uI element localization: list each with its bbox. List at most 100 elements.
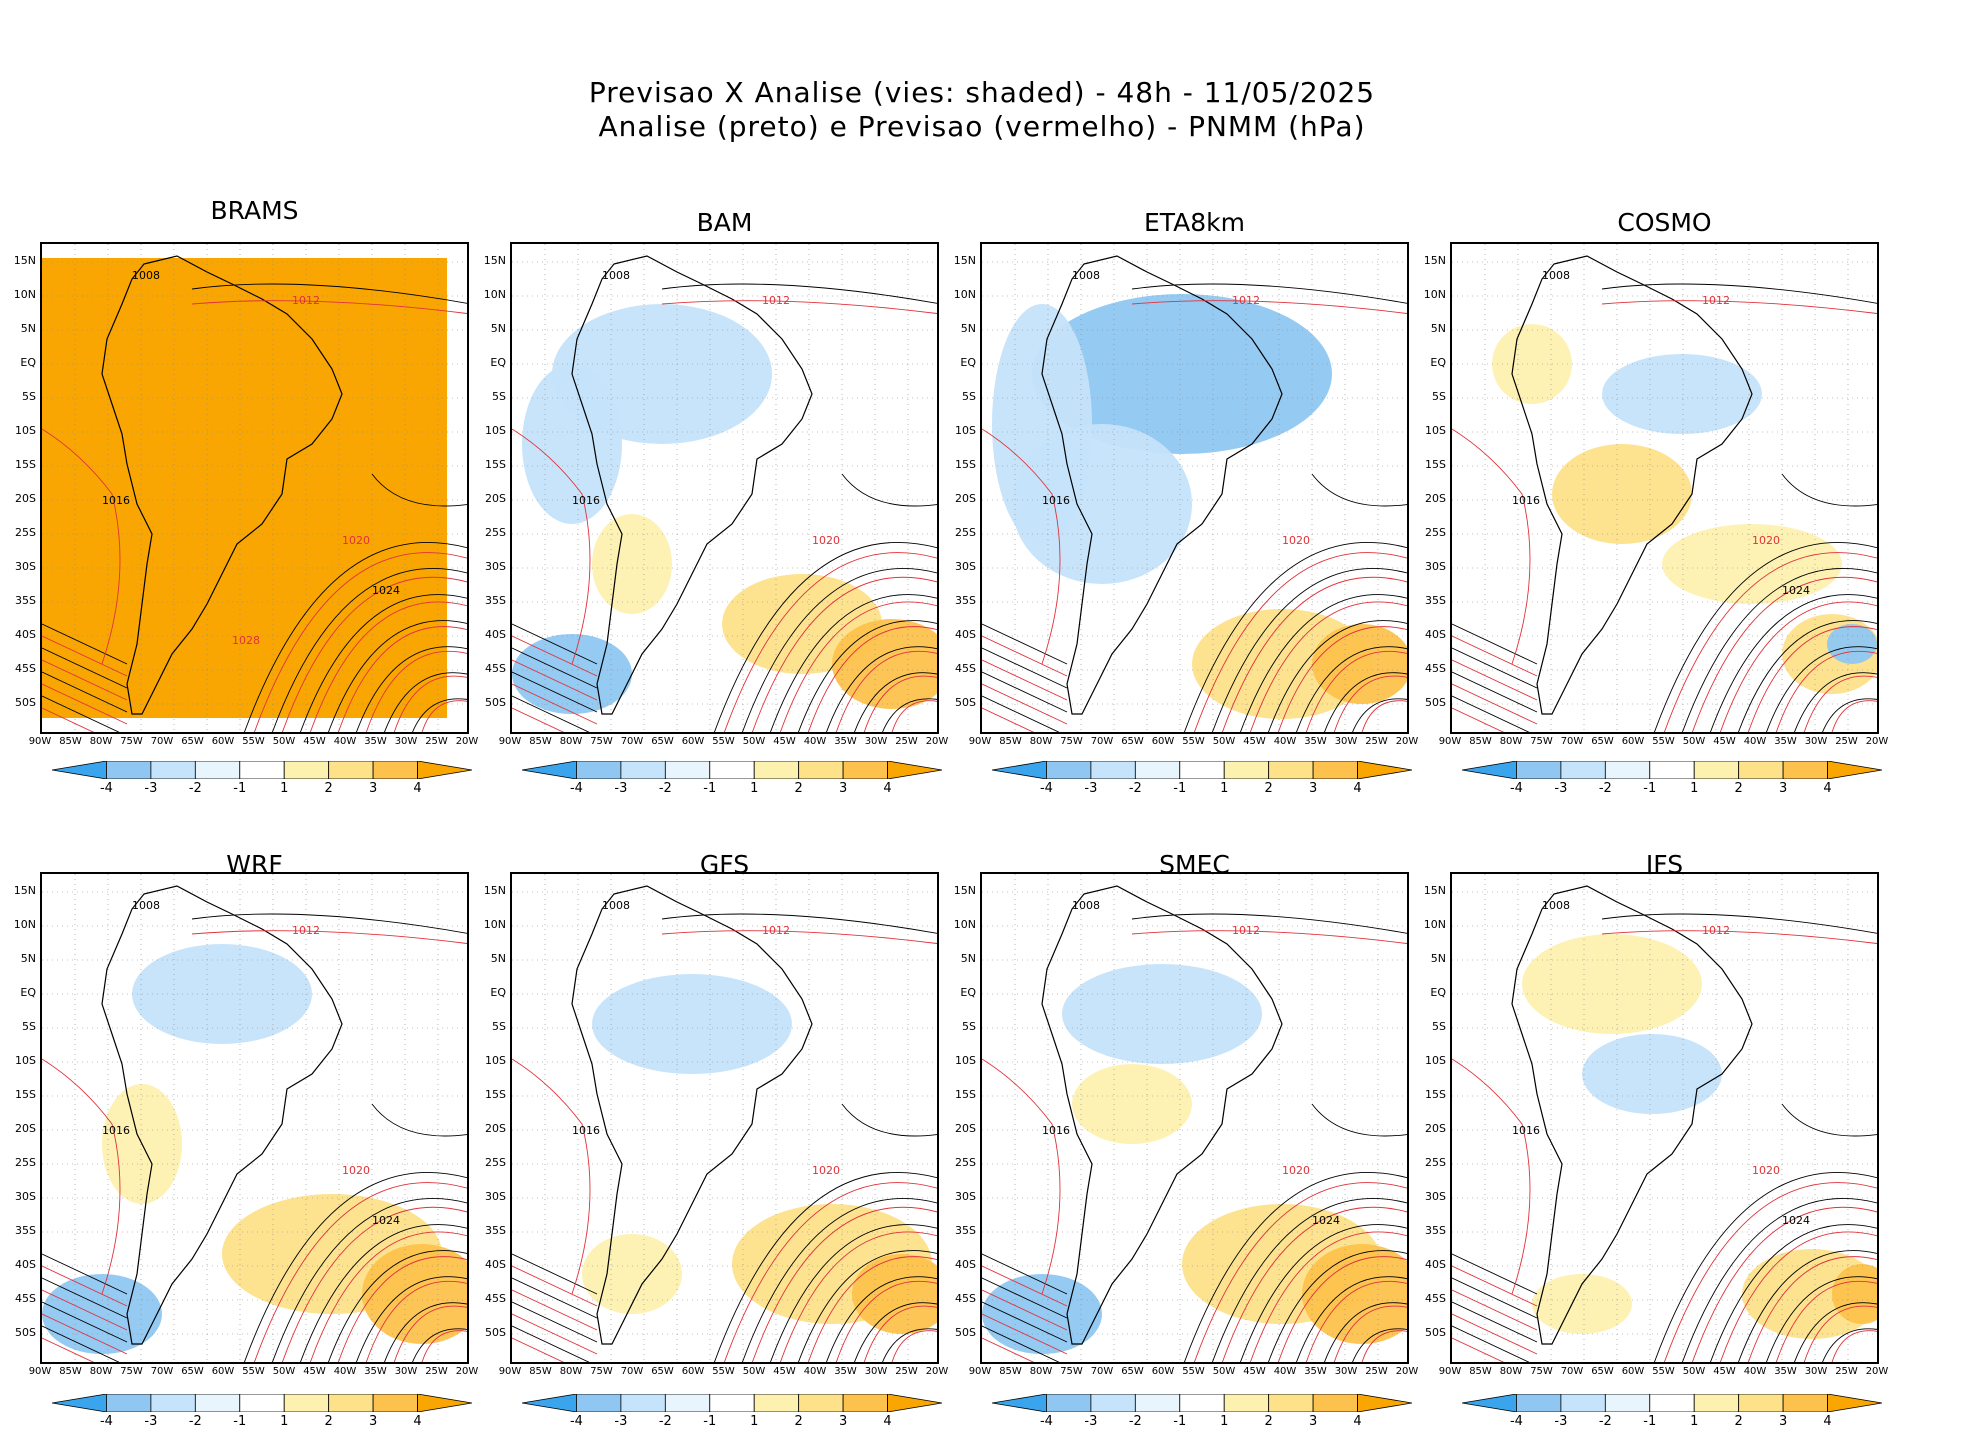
colorbar-label: -4 [1509, 781, 1523, 796]
lon-label: 65W [1121, 736, 1144, 747]
lat-label: 30S [485, 560, 506, 573]
colorbar-label: 2 [324, 781, 333, 796]
lon-label: 60W [1151, 1366, 1175, 1377]
colorbar-segment [842, 1393, 888, 1413]
forecast-isobar [724, 552, 937, 732]
lon-label: 90W [968, 736, 992, 747]
colorbar-label: -1 [1173, 781, 1187, 796]
lon-label: 40W [333, 736, 357, 747]
isobar-sw [512, 659, 598, 701]
isobar-sw [982, 623, 1068, 665]
isobar-sw [982, 1301, 1068, 1343]
lon-label: 35W [1304, 736, 1327, 747]
colorbar-segment [1604, 1393, 1651, 1413]
forecast-isobar [891, 1330, 937, 1362]
isobar-sw [982, 707, 1035, 732]
map-gfs: 1008 1012 1016 1020 [510, 872, 939, 1364]
isobar-sw [512, 683, 598, 725]
forecast-isobar [1692, 1206, 1877, 1362]
colorbar-label: 1 [1690, 781, 1699, 796]
analysis-isobar [300, 594, 467, 732]
colorbar-segment [1179, 760, 1225, 780]
lat-label: 30S [955, 1190, 976, 1203]
colorbar-segment [1693, 1393, 1740, 1413]
continent-outline [1511, 885, 1753, 1345]
forecast-isobar [1747, 626, 1877, 732]
colorbar-label: 1 [750, 781, 759, 796]
lon-label: 90W [28, 736, 52, 747]
lat-label: 5N [20, 952, 36, 965]
isobar-sw [42, 1313, 128, 1355]
contour-label: 1020 [812, 534, 840, 547]
lat-label: 45S [1425, 662, 1446, 675]
lon-label: 30W [864, 736, 888, 747]
colorbar-segment [283, 760, 330, 780]
lon-label: 55W [1182, 1366, 1205, 1377]
analysis-isobar [1781, 1103, 1877, 1137]
lon-label: 35W [834, 736, 857, 747]
colorbar-segment [150, 1393, 196, 1413]
contour-label: 1020 [812, 1164, 840, 1177]
lat-label: 15N [13, 884, 36, 897]
colorbar-segment [842, 760, 888, 780]
colorbar-segment [1223, 1393, 1270, 1413]
lat-label: 30S [485, 1190, 506, 1203]
forecast-isobar [891, 700, 937, 732]
lon-label: 50W [742, 736, 766, 747]
lon-label: 50W [1682, 736, 1706, 747]
colorbar-segment [576, 1393, 622, 1413]
lat-label: 5S [22, 390, 36, 403]
lat-label: 20S [1425, 492, 1446, 505]
lon-label: 20W [925, 736, 949, 747]
lon-label: 50W [272, 1366, 296, 1377]
lat-label: 25S [15, 1156, 36, 1169]
forecast-isobar [1305, 1280, 1407, 1362]
colorbar-segment [372, 1393, 418, 1413]
colorbar-label: -4 [99, 1414, 113, 1429]
colorbar-label: 1 [1220, 1414, 1229, 1429]
forecast-isobar [1803, 1305, 1877, 1362]
lat-label: 5N [20, 322, 36, 335]
analysis-isobar [1311, 473, 1407, 507]
colorbar-segment [664, 760, 711, 780]
colorbar: -4 -3 -2 -1 1 2 3 4 [51, 1393, 473, 1434]
colorbar-segment [1604, 760, 1651, 780]
lon-label: 60W [681, 1366, 705, 1377]
lat-label: 5N [490, 952, 506, 965]
continent-outline [101, 255, 343, 715]
lon-label: 75W [1530, 736, 1553, 747]
lon-label: 85W [1469, 1366, 1492, 1377]
lat-label: 45S [15, 1292, 36, 1305]
lat-label: 45S [1425, 1292, 1446, 1305]
colorbar-label: 2 [1264, 781, 1273, 796]
lat-label: 10N [1423, 918, 1446, 931]
colorbar-segment [1090, 760, 1136, 780]
lon-label: 40W [333, 1366, 357, 1377]
isobar-sw [1452, 623, 1538, 665]
forecast-isobar [835, 650, 937, 732]
lon-label: 30W [1334, 1366, 1358, 1377]
lat-label: 35S [955, 1224, 976, 1237]
lat-label: 50S [955, 696, 976, 709]
colorbar-segment [620, 1393, 666, 1413]
colorbar-label: -3 [1554, 781, 1568, 796]
colorbar-label: -2 [188, 1414, 202, 1429]
contour-label: 1012 [292, 924, 320, 937]
lon-label: 20W [455, 1366, 479, 1377]
colorbar-label: -3 [614, 781, 628, 796]
lon-label: 20W [455, 736, 479, 747]
analysis-isobar [1184, 1171, 1407, 1362]
lat-label: 35S [1425, 1224, 1446, 1237]
isobar-sw [1452, 647, 1538, 689]
bias-shading [992, 304, 1092, 544]
lat-label: 10S [1425, 424, 1446, 437]
colorbar-label: 3 [838, 1414, 848, 1429]
colorbar-label: -3 [1554, 1414, 1568, 1429]
lon-label: 70W [620, 736, 644, 747]
colorbar-label: 1 [280, 781, 289, 796]
lon-label: 35W [364, 1366, 387, 1377]
lat-label: 10S [955, 1054, 976, 1067]
colorbar-segment [1738, 760, 1784, 780]
lat-label: 5S [22, 1020, 36, 1033]
lon-label: 20W [1865, 1366, 1889, 1377]
